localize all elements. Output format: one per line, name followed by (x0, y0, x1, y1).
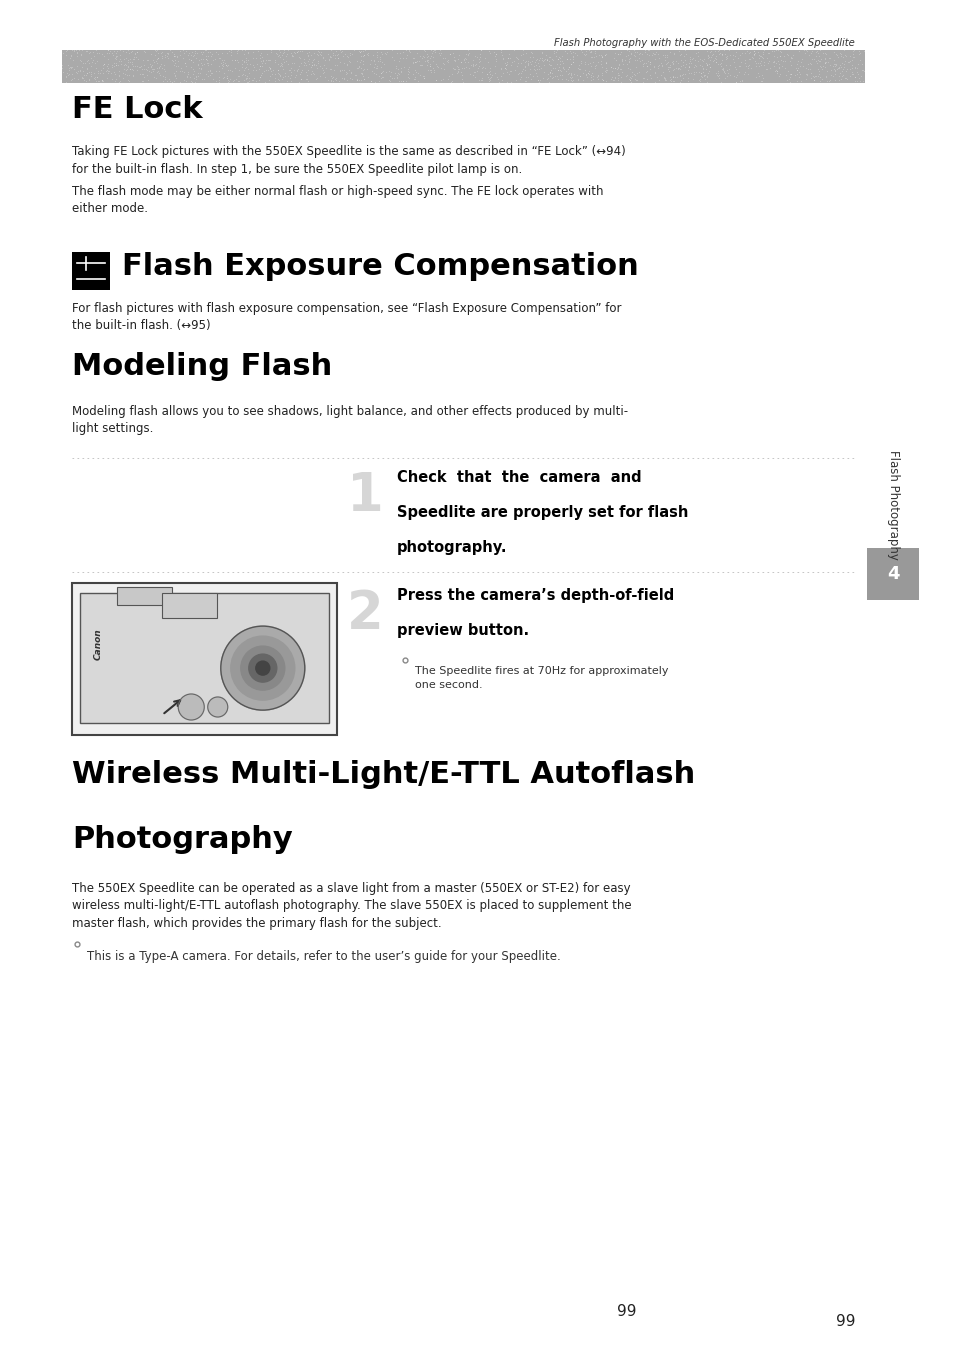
Bar (117, 587, 172, 604)
Bar (71, 252, 110, 290)
Text: Photography: Photography (71, 826, 293, 854)
Circle shape (220, 626, 304, 710)
Circle shape (255, 661, 270, 674)
Circle shape (178, 693, 204, 720)
Text: Check  that  the  camera  and: Check that the camera and (396, 469, 641, 486)
Bar (162, 594, 216, 618)
Bar (80, 594, 329, 723)
Text: Press the camera’s depth-of-field: Press the camera’s depth-of-field (396, 588, 674, 603)
Text: Flash Photography: Flash Photography (885, 451, 899, 560)
Circle shape (240, 646, 285, 691)
Text: Modeling flash allows you to see shadows, light balance, and other effects produ: Modeling flash allows you to see shadows… (71, 405, 627, 436)
Text: For flash pictures with flash exposure compensation, see “Flash Exposure Compens: For flash pictures with flash exposure c… (71, 302, 620, 332)
Text: Taking FE Lock pictures with the 550EX Speedlite is the same as described in “FE: Taking FE Lock pictures with the 550EX S… (71, 144, 625, 175)
Text: 4: 4 (886, 565, 899, 583)
Text: 99: 99 (835, 1314, 854, 1329)
Text: 1: 1 (347, 469, 383, 522)
Circle shape (208, 697, 228, 718)
Bar (62, 50, 864, 84)
Text: photography.: photography. (396, 540, 507, 554)
Text: The Speedlite fires at 70Hz for approximately
one second.: The Speedlite fires at 70Hz for approxim… (415, 666, 668, 689)
Text: Flash Photography with the EOS-Dedicated 550EX Speedlite: Flash Photography with the EOS-Dedicated… (554, 38, 854, 49)
Text: 99: 99 (617, 1304, 636, 1319)
Text: This is a Type-A camera. For details, refer to the user’s guide for your Speedli: This is a Type-A camera. For details, re… (87, 950, 560, 963)
Text: Speedlite are properly set for flash: Speedlite are properly set for flash (396, 505, 688, 519)
Bar (866, 548, 918, 600)
Text: FE Lock: FE Lock (71, 94, 202, 124)
Bar (71, 583, 336, 735)
Text: The 550EX Speedlite can be operated as a slave light from a master (550EX or ST-: The 550EX Speedlite can be operated as a… (71, 882, 631, 929)
Text: Modeling Flash: Modeling Flash (71, 352, 332, 380)
Text: Canon: Canon (94, 629, 103, 660)
Text: The flash mode may be either normal flash or high-speed sync. The FE lock operat: The flash mode may be either normal flas… (71, 185, 603, 216)
Text: Flash Exposure Compensation: Flash Exposure Compensation (122, 252, 639, 281)
Text: preview button.: preview button. (396, 623, 529, 638)
Text: 2: 2 (347, 588, 383, 639)
Circle shape (249, 654, 276, 683)
Text: Wireless Multi-Light/E-TTL Autoflash: Wireless Multi-Light/E-TTL Autoflash (71, 759, 695, 789)
Circle shape (231, 637, 294, 700)
